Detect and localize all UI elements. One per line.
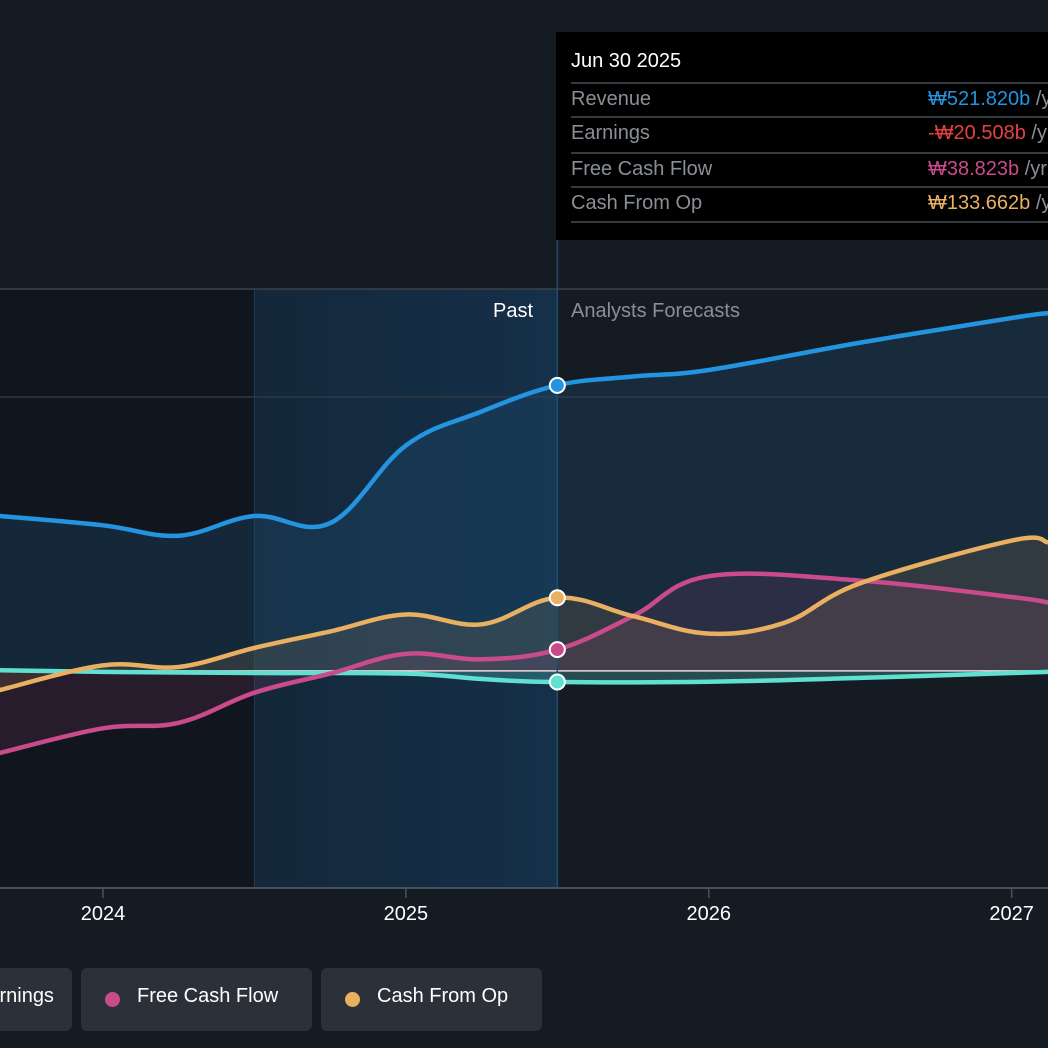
legend-label: Free Cash Flow (137, 985, 279, 1007)
area-cash-from-op (0, 537, 1048, 690)
x-tick-label: 2027 (989, 903, 1034, 925)
legend-label: Cash From Op (377, 985, 509, 1007)
tooltip-suffix: /yr (1035, 192, 1048, 214)
forecast-label: Analysts Forecasts (571, 300, 740, 322)
tooltip: Jun 30 2025 Revenue ₩521.820b /yr Earnin… (556, 32, 1048, 240)
x-tick-label: 2025 (383, 903, 429, 925)
tooltip-suffix: /yr (1031, 122, 1048, 144)
tooltip-row-earnings: Earnings -₩20.508b /yr (571, 116, 1048, 152)
tooltip-value: ₩133.662b (928, 192, 1031, 214)
legend-label: Earnings (0, 985, 54, 1007)
tooltip-value: ₩38.823b (928, 158, 1020, 180)
legend-dot-icon (105, 992, 120, 1007)
legend-dot-icon (345, 992, 360, 1007)
past-label: Past (493, 300, 534, 322)
legend-item-cash-from-op[interactable]: Cash From Op (321, 968, 542, 1031)
tooltip-value: ₩521.820b (928, 88, 1031, 110)
line-revenue (0, 310, 1048, 539)
point-cash-from-op[interactable] (548, 589, 566, 607)
tooltip-date: Jun 30 2025 (571, 50, 682, 72)
tooltip-suffix: /yr (1035, 88, 1048, 110)
x-tick-label: 2024 (80, 903, 126, 925)
tooltip-row-fcf: Free Cash Flow ₩38.823b /yr (571, 152, 1048, 188)
tooltip-label: Earnings (571, 122, 650, 144)
legend-item-free-cash-flow[interactable]: Free Cash Flow (81, 968, 312, 1031)
tooltip-label: Cash From Op (571, 192, 703, 214)
point-earnings[interactable] (548, 673, 566, 691)
line-cash-from-op (0, 535, 1048, 693)
past-dim-region (0, 289, 255, 888)
line-earnings (0, 668, 1048, 685)
area-free-cash-flow (0, 573, 1048, 753)
tooltip-divider (571, 221, 1048, 223)
tooltip-label: Free Cash Flow (571, 158, 713, 180)
point-revenue[interactable] (548, 376, 566, 394)
legend-item-earnings[interactable]: Earnings (0, 968, 72, 1031)
tooltip-label: Revenue (571, 88, 652, 110)
tooltip-row-cfo: Cash From Op ₩133.662b /yr (571, 186, 1048, 222)
line-free-cash-flow (0, 571, 1048, 756)
tooltip-suffix: /yr (1019, 158, 1047, 180)
tooltip-value: -₩20.508b (928, 122, 1026, 144)
point-free-cash-flow[interactable] (548, 641, 566, 659)
area-revenue (0, 313, 1048, 671)
x-tick-label: 2026 (686, 903, 732, 925)
tooltip-row-revenue: Revenue ₩521.820b /yr (571, 82, 1048, 118)
